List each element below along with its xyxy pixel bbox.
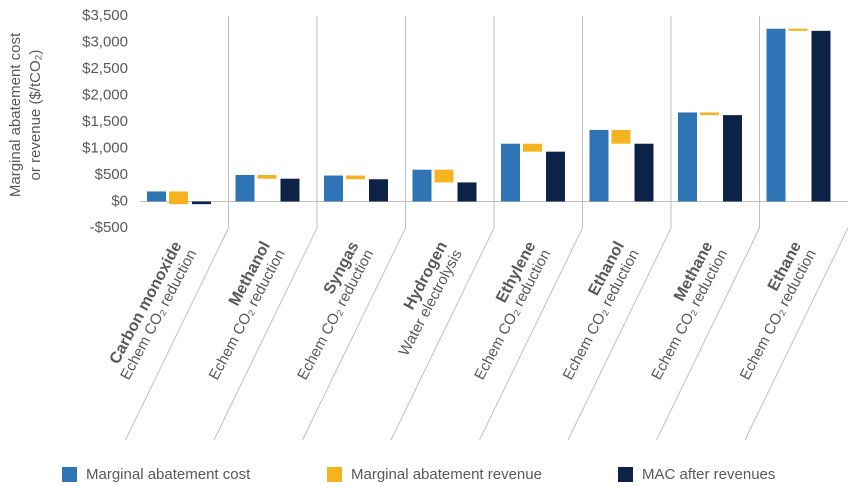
y-tick-label: $3,500 <box>82 7 128 24</box>
y-tick-label: $3,000 <box>82 33 128 50</box>
legend-swatch <box>62 467 77 482</box>
bar <box>324 175 343 202</box>
separator-diagonal <box>744 227 849 441</box>
y-tick-label: $2,000 <box>82 86 128 103</box>
legend-swatch <box>327 467 342 482</box>
y-axis-title-line: Marginal abatement cost <box>7 32 24 197</box>
y-axis-title: Marginal abatement cost or revenue ($/tC… <box>7 32 44 197</box>
separator-diagonal <box>302 227 406 441</box>
bar <box>788 28 808 31</box>
bar <box>192 201 211 205</box>
y-axis-title-line: or revenue ($/tCO₂) <box>27 50 44 181</box>
bar <box>169 191 188 205</box>
separator-diagonal <box>567 227 672 441</box>
y-tick-label: $0 <box>111 192 128 209</box>
bar <box>501 143 520 202</box>
legend-label: Marginal abatement cost <box>86 466 251 483</box>
bar <box>235 175 255 202</box>
separator-diagonal <box>656 227 760 441</box>
bar <box>611 129 631 144</box>
bar <box>634 143 654 202</box>
bar <box>523 143 542 152</box>
bar <box>546 151 565 202</box>
bar <box>457 182 477 202</box>
separator-diagonal <box>479 227 583 441</box>
legend-label: MAC after revenues <box>642 466 775 483</box>
legend-swatch <box>618 467 633 482</box>
y-tick-label: -$500 <box>90 219 128 236</box>
legend-label: Marginal abatement revenue <box>351 466 542 483</box>
y-tick-label: $2,500 <box>82 60 128 77</box>
separator-diagonal <box>125 227 229 441</box>
bar <box>434 169 454 183</box>
y-tick-label: $1,000 <box>82 139 128 156</box>
bar <box>280 178 300 202</box>
separator-diagonal <box>390 227 495 441</box>
bar <box>678 112 697 202</box>
bar <box>346 175 365 180</box>
bar <box>723 115 742 202</box>
bar <box>700 112 719 116</box>
bar <box>766 28 786 202</box>
bar <box>412 169 432 202</box>
bar <box>589 129 609 202</box>
bar <box>369 179 388 202</box>
bar <box>811 30 831 202</box>
bar <box>257 175 277 179</box>
y-tick-label: $1,500 <box>82 113 128 130</box>
bar <box>147 191 166 202</box>
y-tick-label: $500 <box>95 166 128 183</box>
separator-diagonal <box>213 227 318 441</box>
